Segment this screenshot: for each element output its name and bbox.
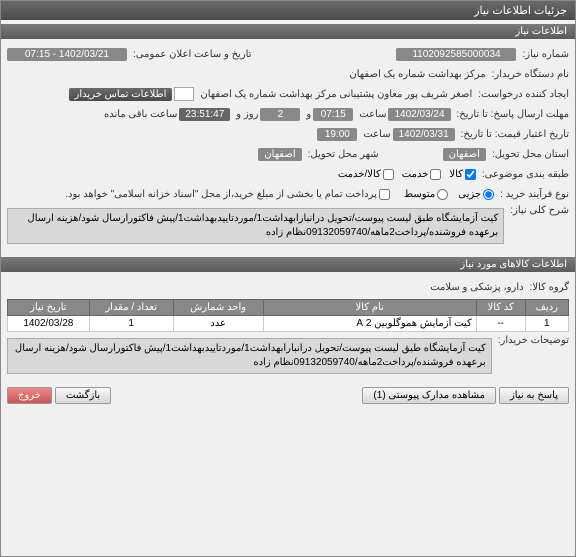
- th-row: ردیف: [525, 300, 568, 316]
- proc-partial[interactable]: جزیی: [458, 189, 494, 200]
- time-label-1: ساعت: [355, 109, 386, 120]
- window-titlebar: جزئیات اطلاعات نیاز: [1, 1, 575, 20]
- desc-label: شرح کلی نیاز:: [506, 205, 569, 216]
- deadline-time: 07:15: [313, 108, 353, 121]
- table-row[interactable]: 1 -- کیت آزمایش هموگلوبین 2 A عدد 1 1402…: [8, 316, 569, 332]
- attachments-button[interactable]: مشاهده مدارک پیوستی (1): [362, 387, 496, 404]
- need-number-label: شماره نیاز:: [518, 49, 569, 60]
- delivery-city: اصفهان: [258, 148, 301, 161]
- back-button[interactable]: بازگشت: [55, 387, 111, 404]
- button-row: پاسخ به نیاز مشاهده مدارک پیوستی (1) باز…: [1, 383, 575, 408]
- cat-service-checkbox[interactable]: [430, 169, 441, 180]
- need-number-value: 1102092585000034: [396, 48, 516, 61]
- buyer-notes-label: توضیحات خریدار:: [494, 335, 569, 346]
- proc-medium[interactable]: متوسط: [404, 189, 448, 200]
- category-group: کالا خدمت کالا/خدمت: [338, 169, 476, 180]
- proc-partial-radio[interactable]: [483, 189, 494, 200]
- items-content: گروه کالا: دارو، پزشکی و سلامت ردیف کد ک…: [1, 272, 575, 383]
- requester-value: اصغر شریف پور معاون پشتیبانی مرکز بهداشت…: [196, 89, 472, 100]
- days-value: 2: [260, 108, 300, 121]
- desc-box: کیت آزمایشگاه طبق لیست پیوست/تحویل درانب…: [7, 208, 504, 244]
- th-code: کد کالا: [476, 300, 525, 316]
- announce-value: 1402/03/21 - 07:15: [7, 48, 127, 61]
- validity-label: تاریخ اعتبار قیمت: تا تاریخ:: [457, 129, 569, 140]
- exit-button[interactable]: خروج: [7, 387, 52, 404]
- validity-time: 19:00: [317, 128, 357, 141]
- remaining-time: 23:51:47: [179, 108, 230, 121]
- cell-row: 1: [525, 316, 568, 332]
- proc-medium-radio[interactable]: [437, 189, 448, 200]
- and-label: و: [302, 109, 311, 120]
- contact-button[interactable]: اطلاعات تماس خریدار: [69, 88, 173, 101]
- respond-button[interactable]: پاسخ به نیاز: [499, 387, 569, 404]
- cat-goods[interactable]: کالا: [449, 169, 476, 180]
- delivery-city-label: شهر محل تحویل:: [304, 149, 379, 160]
- delivery-province: اصفهان: [443, 148, 486, 161]
- window-title: جزئیات اطلاعات نیاز: [474, 4, 567, 17]
- items-table: ردیف کد کالا نام کالا واحد شمارش تعداد /…: [7, 299, 569, 332]
- requester-label: ایجاد کننده درخواست:: [474, 89, 569, 100]
- announce-label: تاریخ و ساعت اعلان عمومی:: [129, 49, 252, 60]
- cell-name: کیت آزمایش هموگلوبین 2 A: [263, 316, 476, 332]
- th-name: نام کالا: [263, 300, 476, 316]
- deadline-label: مهلت ارسال پاسخ: تا تاریخ:: [453, 109, 569, 120]
- buyer-org-value: مرکز بهداشت شماره یک اصفهان: [345, 69, 485, 80]
- info-section-header: اطلاعات نیاز: [1, 24, 575, 39]
- cell-qty: 1: [89, 316, 173, 332]
- process-group: جزیی متوسط: [404, 189, 494, 200]
- cat-goods-checkbox[interactable]: [465, 169, 476, 180]
- delivery-province-label: استان محل تحویل:: [488, 149, 569, 160]
- day-and-label: روز و: [232, 109, 258, 120]
- buyer-notes-box: کیت آزمایشگاه طبق لیست پیوست/تحویل درانب…: [7, 338, 492, 374]
- goods-group-label: گروه کالا:: [526, 282, 569, 293]
- cell-code: --: [476, 316, 525, 332]
- th-qty: تعداد / مقدار: [89, 300, 173, 316]
- process-label: نوع فرآیند خرید :: [496, 189, 569, 200]
- cat-goods-service-checkbox[interactable]: [383, 169, 394, 180]
- time-label-2: ساعت: [359, 129, 390, 140]
- th-date: تاریخ نیاز: [8, 300, 90, 316]
- payment-checkbox[interactable]: [379, 189, 390, 200]
- validity-date: 1402/03/31: [393, 128, 455, 141]
- info-content: شماره نیاز: 1102092585000034 تاریخ و ساع…: [1, 39, 575, 253]
- deadline-date: 1402/03/24: [388, 108, 450, 121]
- remaining-label: ساعت باقی مانده: [100, 109, 177, 120]
- table-header-row: ردیف کد کالا نام کالا واحد شمارش تعداد /…: [8, 300, 569, 316]
- payment-note-check[interactable]: پرداخت تمام یا بخشی از مبلغ خرید،از محل …: [61, 189, 390, 200]
- cell-date: 1402/03/28: [8, 316, 90, 332]
- buyer-org-label: نام دستگاه خریدار:: [488, 69, 569, 80]
- cat-goods-service[interactable]: کالا/خدمت: [338, 169, 394, 180]
- category-label: طبقه بندی موضوعی:: [478, 169, 569, 180]
- cat-service[interactable]: خدمت: [402, 169, 442, 180]
- contact-input[interactable]: [174, 87, 194, 101]
- cell-unit: عدد: [173, 316, 263, 332]
- goods-group-value: دارو، پزشکی و سلامت: [426, 282, 523, 293]
- th-unit: واحد شمارش: [173, 300, 263, 316]
- items-section-header: اطلاعات کالاهای مورد نیاز: [1, 257, 575, 272]
- details-window: جزئیات اطلاعات نیاز اطلاعات نیاز شماره ن…: [0, 0, 576, 557]
